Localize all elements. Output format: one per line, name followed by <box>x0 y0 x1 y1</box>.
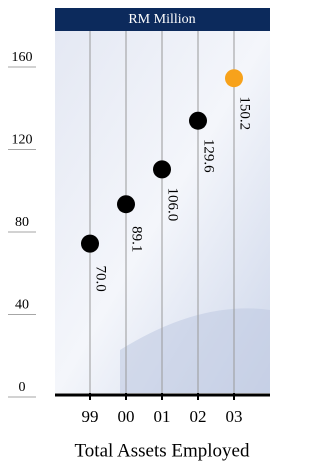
x-tick-label: 01 <box>154 407 171 426</box>
chart-title: RM Million <box>128 12 195 27</box>
dot <box>117 195 135 213</box>
value-label: 70.0 <box>93 266 109 292</box>
y-tick-label: 80 <box>15 215 29 230</box>
chart: RM Million Total Assets Employed 0 40 80 12… <box>0 0 292 467</box>
value-label: 89.1 <box>129 226 145 252</box>
dot <box>81 235 99 253</box>
y-tick-label: 0 <box>19 380 26 395</box>
y-tick-label: 120 <box>12 133 33 148</box>
dot <box>153 160 171 178</box>
value-label: 129.6 <box>201 139 217 173</box>
x-tick-label: 99 <box>82 407 99 426</box>
x-tick-label: 03 <box>226 407 243 426</box>
x-tick-label: 02 <box>190 407 207 426</box>
y-tick-label: 160 <box>12 50 33 65</box>
x-axis-title: Total Assets Employed <box>75 440 250 461</box>
dot <box>225 69 243 87</box>
dot <box>189 112 207 130</box>
y-tick-label: 40 <box>15 298 29 313</box>
x-tick-label: 00 <box>118 407 135 426</box>
value-label: 106.0 <box>165 188 181 222</box>
value-label: 150.2 <box>237 96 253 130</box>
